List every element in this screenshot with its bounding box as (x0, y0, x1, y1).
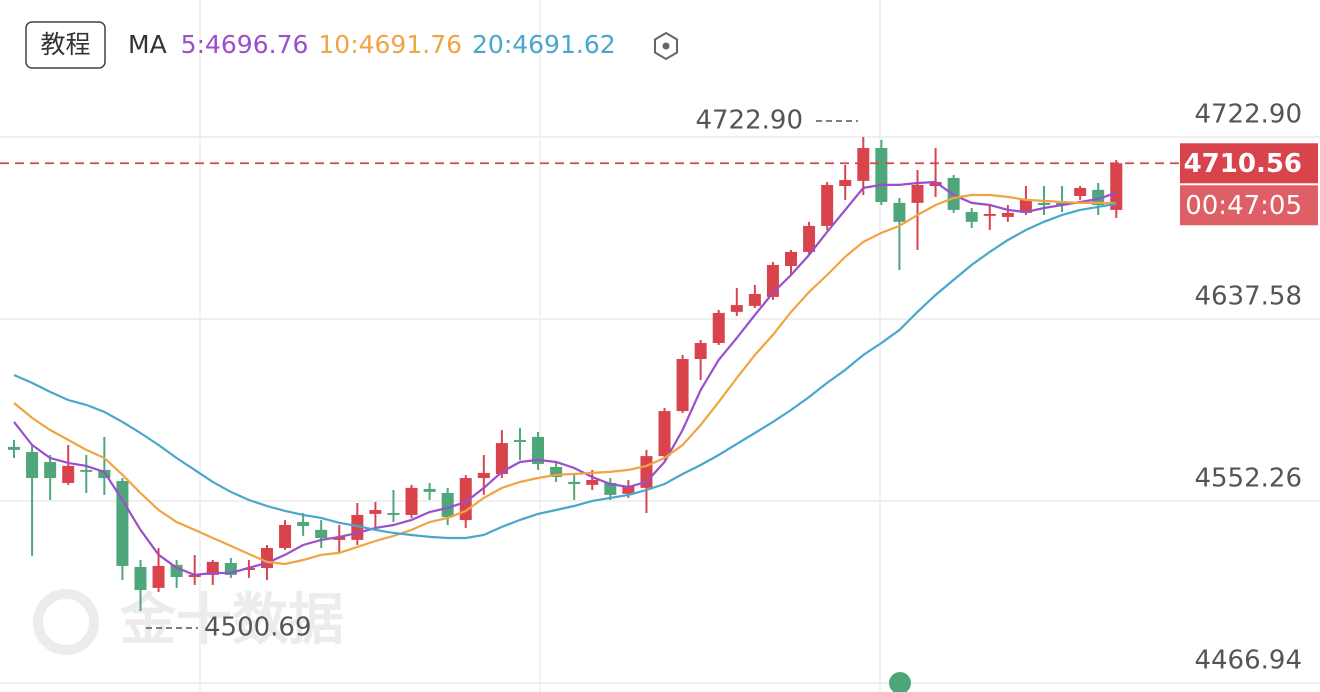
candle-body (532, 436, 545, 464)
candle-body (62, 465, 75, 483)
low-label: 4500.69 (204, 612, 312, 642)
candle-body (26, 452, 39, 479)
countdown-label: 00:47:05 (1185, 191, 1302, 221)
candle-body (1037, 202, 1050, 205)
candle-body (333, 536, 346, 540)
settings-dot[interactable] (662, 42, 670, 50)
candle-body (297, 521, 310, 527)
candle-body (224, 562, 237, 575)
candle-body (387, 513, 400, 515)
tutorial-button[interactable] (25, 21, 106, 69)
candle-body (279, 524, 292, 549)
candle-body (423, 488, 436, 492)
candle-body (821, 184, 834, 226)
ma-label: MA (128, 30, 167, 59)
candle-body (839, 180, 852, 187)
candle-body (785, 251, 798, 267)
y-tick-label: 4637.58 (1194, 281, 1302, 311)
candle-body (495, 443, 508, 474)
candle-body (550, 466, 563, 477)
last-price-label: 4710.56 (1184, 149, 1302, 179)
candle-body (568, 481, 581, 485)
candle-body (658, 411, 671, 457)
candle-body (857, 148, 870, 181)
candle-body (80, 469, 93, 472)
candle-body (676, 359, 689, 412)
y-tick-label: 4552.26 (1194, 463, 1302, 493)
legend-entry: 5:4696.76 (181, 30, 309, 59)
candle-body (604, 482, 617, 495)
legend-entry: 20:4691.62 (472, 30, 616, 59)
watermark-logo (33, 589, 99, 655)
candle-body (586, 479, 599, 485)
candle-body (803, 225, 816, 252)
ma-line (13, 180, 1117, 577)
candle-body (1074, 187, 1087, 197)
tutorial-button-label[interactable]: 教程 (40, 30, 90, 59)
watermark-group: 金十数据 (33, 588, 344, 655)
candle-body (315, 529, 328, 538)
high-label: 4722.90 (695, 105, 803, 135)
ma-line (13, 193, 1117, 566)
candle-body (622, 485, 635, 494)
candle-body (242, 568, 255, 570)
candle-body (441, 492, 454, 518)
candle-body (748, 293, 761, 306)
last-price-tag (1180, 143, 1318, 184)
candle-body (134, 566, 147, 591)
ma-line (13, 202, 1117, 540)
candle-body (983, 213, 996, 216)
y-tick-label: 4466.94 (1194, 645, 1302, 675)
candle-body (116, 481, 129, 566)
candle-body (1001, 212, 1014, 217)
candle-body (44, 462, 57, 479)
candle-body (875, 148, 888, 203)
candle-body (730, 305, 743, 312)
settings-hexagon[interactable] (654, 31, 678, 61)
candle-body (513, 440, 526, 442)
candle-body (206, 561, 219, 575)
countdown-tag (1180, 185, 1318, 226)
candle-body (477, 472, 490, 479)
candle-body (152, 565, 165, 588)
candle-body (1110, 163, 1123, 210)
candle-body (965, 212, 978, 222)
candle-body (369, 510, 382, 514)
event-marker[interactable] (889, 672, 911, 692)
candle-body (929, 181, 942, 187)
candle-body (1019, 199, 1032, 213)
watermark: 金十数据 (119, 588, 344, 653)
candle-body (1092, 189, 1105, 205)
candle-body (8, 446, 20, 450)
legend-entry: 10:4691.76 (318, 30, 462, 59)
candle-body (911, 184, 924, 203)
plot: 4722.90 4637.58 4552.26 4466.94 4722.90 4500.… (0, 99, 1320, 684)
candle-body (405, 487, 418, 515)
candle-body (712, 312, 725, 344)
y-tick-label: 4722.90 (1194, 99, 1302, 129)
candle-body (694, 343, 707, 360)
candle-body (893, 202, 906, 222)
settings-icon[interactable] (654, 31, 678, 61)
